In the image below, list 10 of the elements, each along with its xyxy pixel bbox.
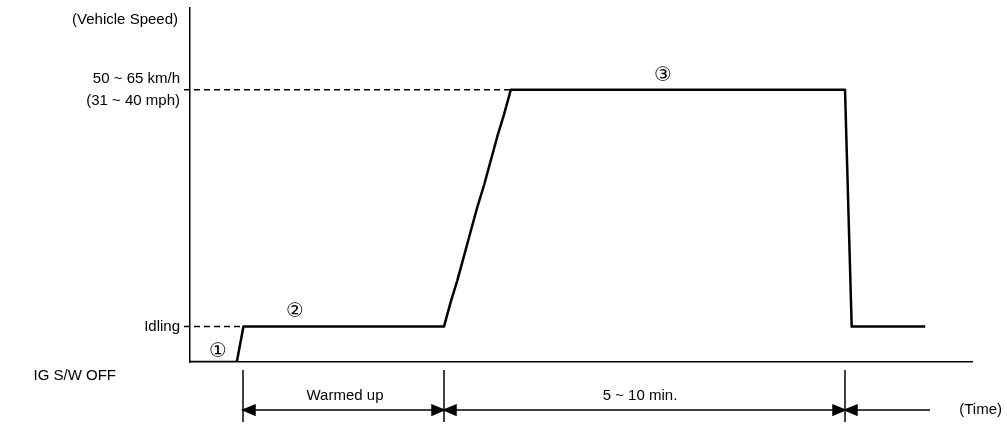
y-axis-title: (Vehicle Speed): [72, 10, 178, 28]
ref-line-label: Idling: [144, 316, 180, 334]
text: IG S/W OFF: [33, 366, 116, 384]
annotation: ①: [209, 338, 227, 363]
text: Warmed up: [306, 386, 384, 404]
x-axis-title: (Time): [959, 400, 1002, 418]
annotation: ②: [286, 298, 304, 323]
text: ③: [654, 62, 672, 87]
text: 5 ~ 10 min.: [602, 386, 678, 404]
ref-line-label: 50 ~ 65 km/h (31 ~ 40 mph): [86, 68, 180, 108]
